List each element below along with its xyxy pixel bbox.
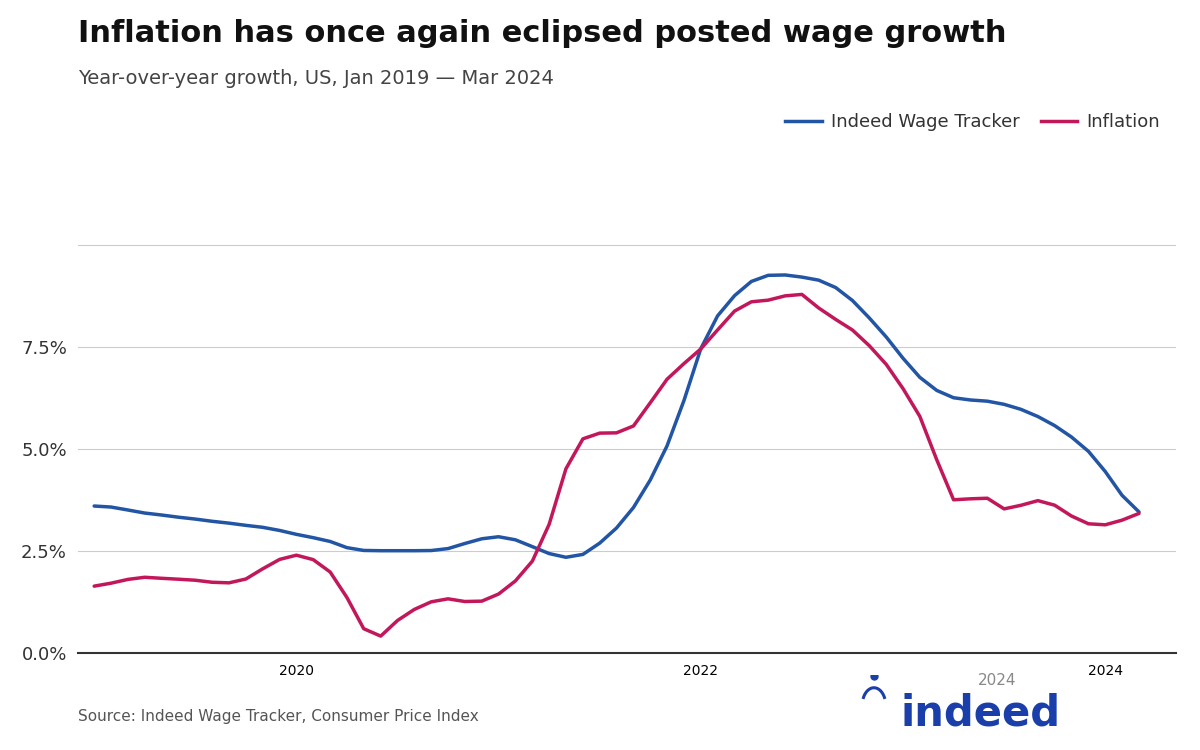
Text: indeed: indeed	[900, 693, 1060, 735]
Text: 2024: 2024	[978, 673, 1016, 688]
Text: Year-over-year growth, US, Jan 2019 — Mar 2024: Year-over-year growth, US, Jan 2019 — Ma…	[78, 69, 554, 88]
Text: Source: Indeed Wage Tracker, Consumer Price Index: Source: Indeed Wage Tracker, Consumer Pr…	[78, 709, 479, 724]
Text: Inflation has once again eclipsed posted wage growth: Inflation has once again eclipsed posted…	[78, 19, 1007, 48]
Legend: Indeed Wage Tracker, Inflation: Indeed Wage Tracker, Inflation	[779, 106, 1166, 138]
